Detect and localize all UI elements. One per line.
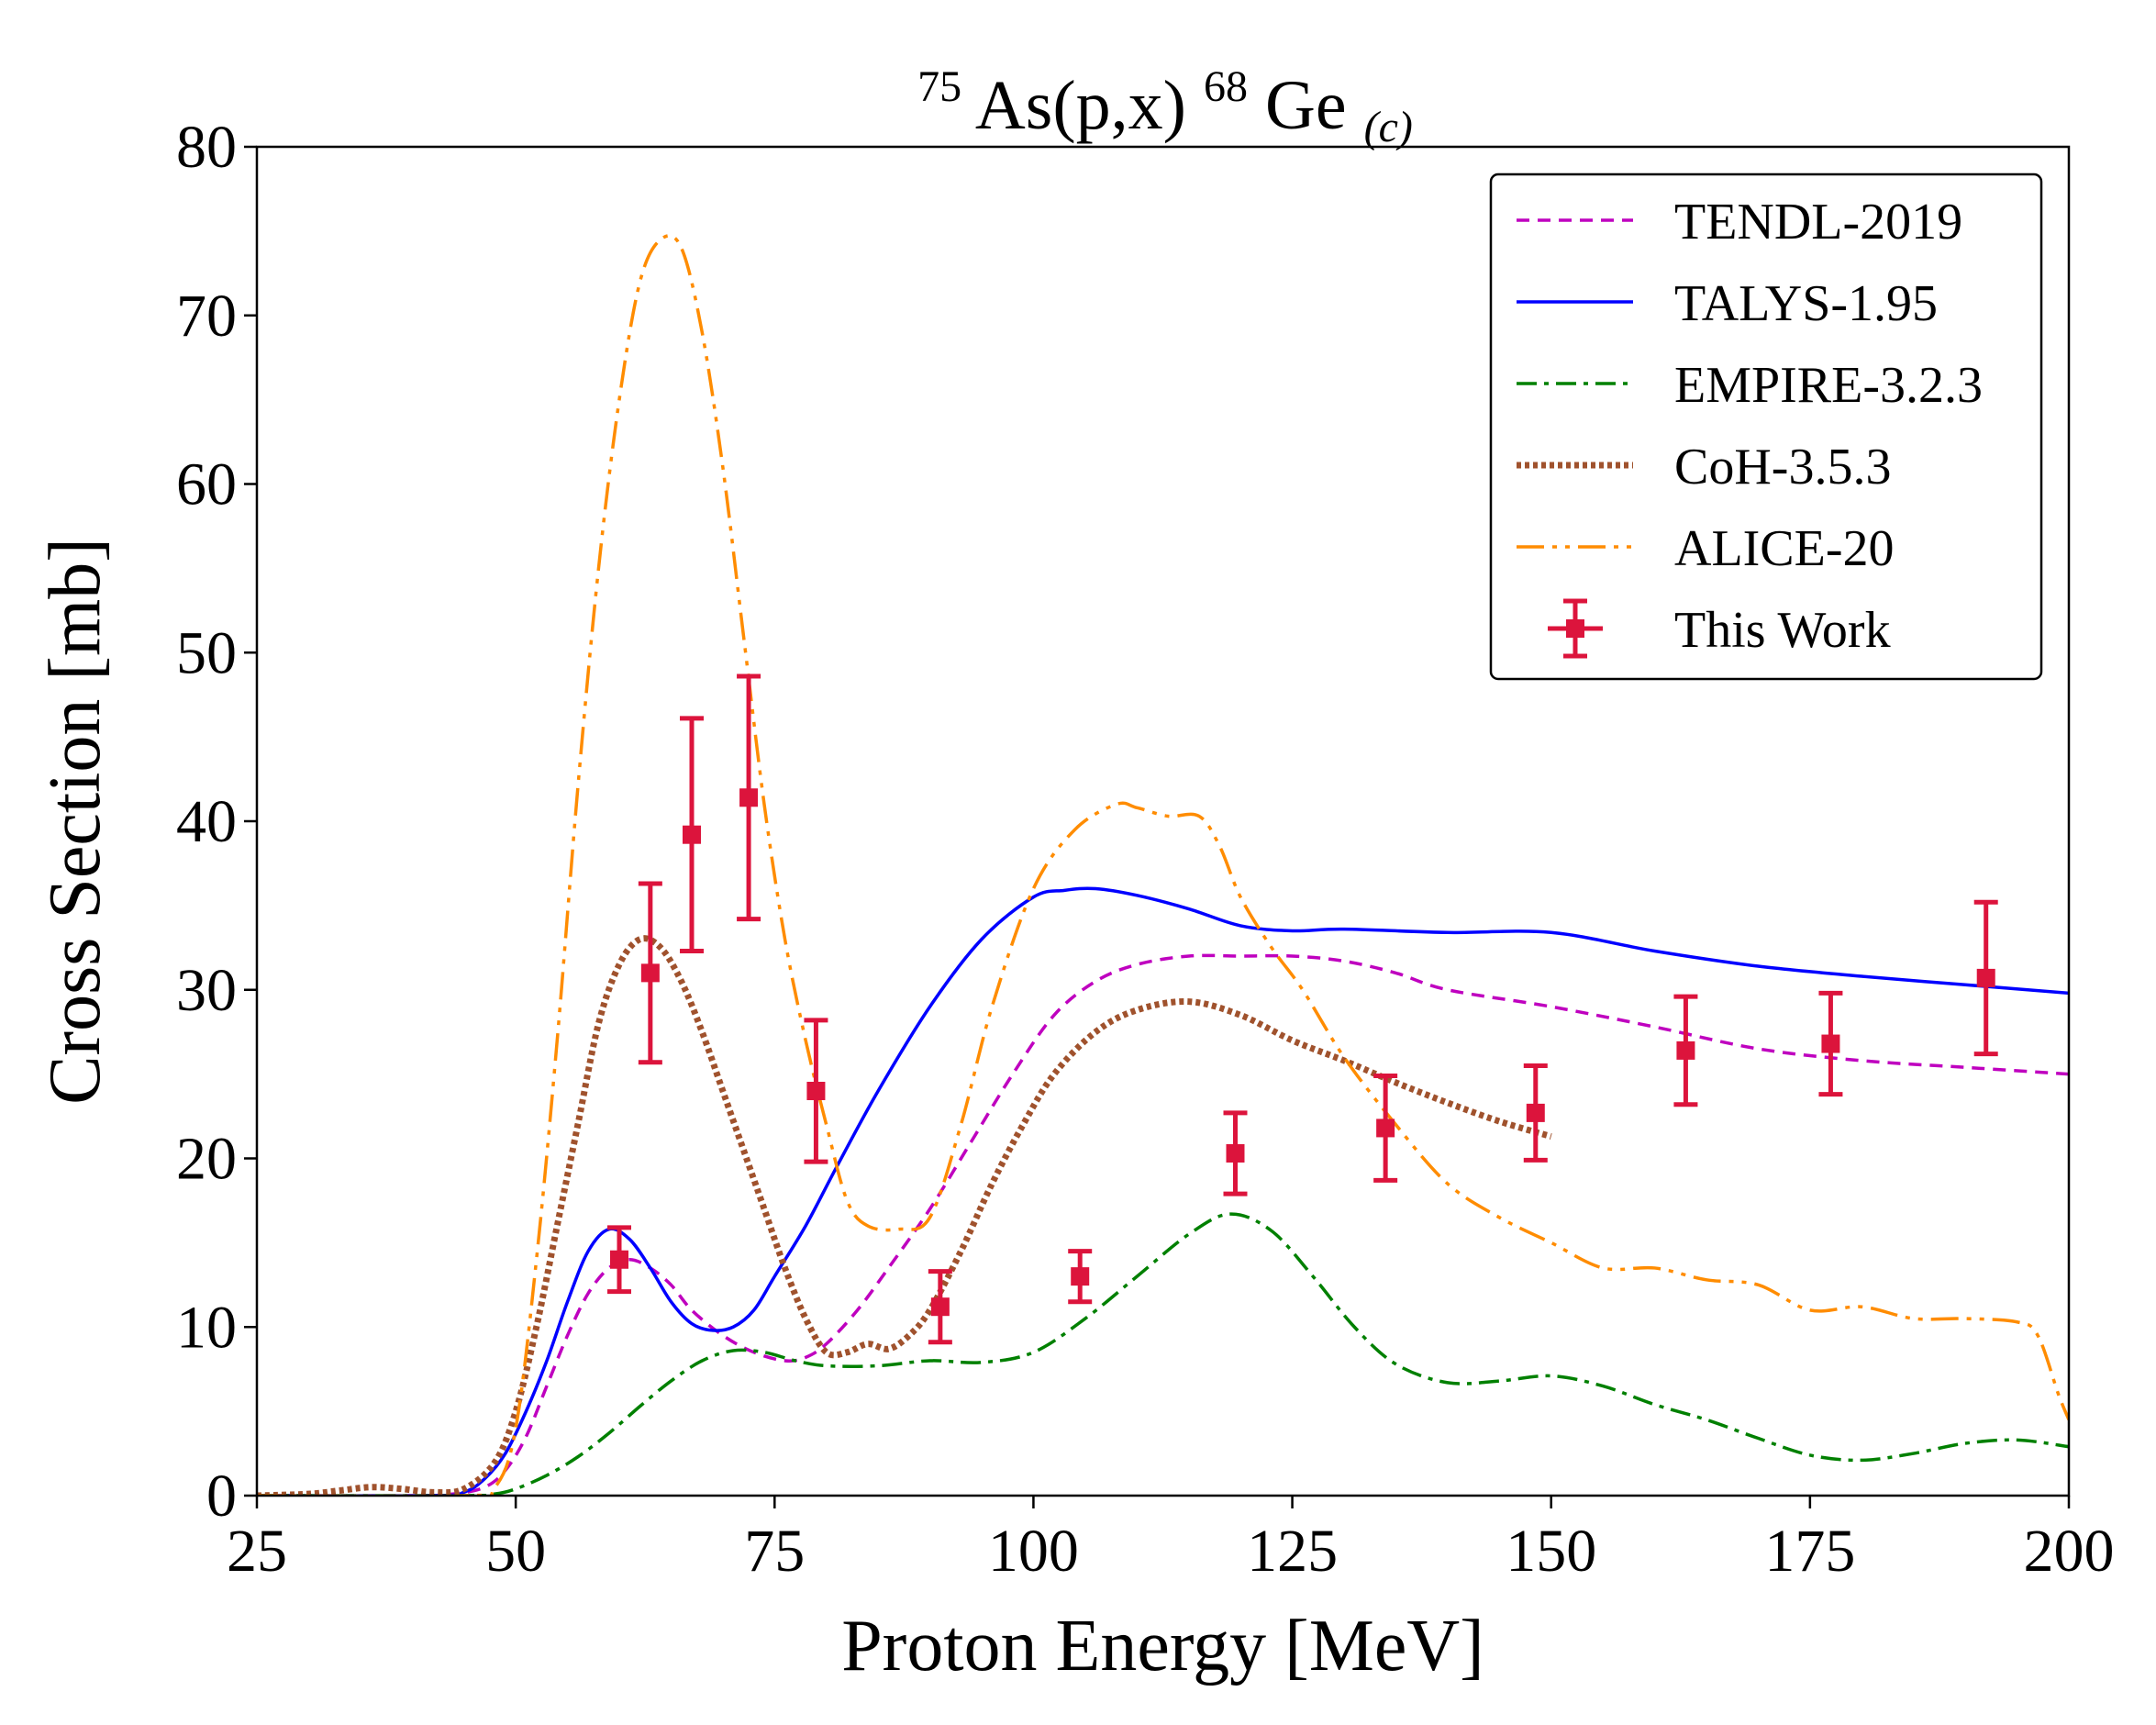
y-tick-label: 70 <box>176 283 237 350</box>
marker-square <box>1071 1267 1090 1286</box>
data-point-this-work <box>1523 1063 1548 1163</box>
title-product-mass: 68 <box>1204 62 1248 111</box>
y-axis-label: Cross Section [mb] <box>35 538 116 1105</box>
series-line-tendl-2019 <box>257 953 2069 1496</box>
marker-square <box>739 788 759 807</box>
series-line-empire-3-2-3 <box>257 1212 2069 1496</box>
data-point-this-work <box>1673 994 1698 1107</box>
marker-square <box>1676 1041 1695 1060</box>
legend-label-coh-3-5-3: CoH-3.5.3 <box>1674 439 1891 495</box>
y-tick-label: 50 <box>176 619 237 686</box>
experimental-points-layer <box>607 673 1998 1345</box>
y-axis-ticks: 0 10 20 30 40 50 60 70 80 <box>176 114 257 1530</box>
x-tick-label: 50 <box>485 1518 546 1585</box>
legend-marker <box>1566 619 1584 638</box>
data-point-this-work <box>1818 990 1843 1097</box>
x-axis-label: Proton Energy [MeV] <box>841 1606 1484 1686</box>
y-tick-label: 40 <box>176 788 237 855</box>
data-point-this-work <box>804 1018 828 1164</box>
data-point-this-work <box>607 1225 631 1295</box>
y-tick-label: 20 <box>176 1126 237 1193</box>
legend-items: TENDL-2019 TALYS-1.95 EMPIRE-3.2.3 CoH-3.5.… <box>1517 194 1983 659</box>
x-tick-label: 25 <box>227 1518 287 1585</box>
marker-square <box>683 825 701 844</box>
x-tick-label: 75 <box>744 1518 805 1585</box>
data-point-this-work <box>737 673 761 922</box>
legend-label-empire-3-2-3: EMPIRE-3.2.3 <box>1674 357 1983 414</box>
legend-label-tendl-2019: TENDL-2019 <box>1674 194 1962 250</box>
x-axis-ticks: 25 50 75 100 125 150 175 200 <box>227 1496 2115 1585</box>
legend-label-alice-20: ALICE-20 <box>1674 520 1895 577</box>
series-line-coh-3-5-3 <box>257 935 1552 1496</box>
marker-square <box>1976 968 1995 987</box>
x-tick-label: 200 <box>2024 1518 2115 1585</box>
title-mass-number: 75 <box>917 62 961 111</box>
data-point-this-work <box>638 881 662 1065</box>
legend: TENDL-2019 TALYS-1.95 EMPIRE-3.2.3 CoH-3.5.… <box>1489 172 2043 681</box>
y-tick-label: 10 <box>176 1294 237 1361</box>
chart-title: 75 As(p,x) 68 Ge (c) <box>917 39 1413 151</box>
marker-square <box>806 1082 826 1100</box>
marker-square <box>930 1297 950 1317</box>
marker-square <box>610 1250 628 1269</box>
legend-label-this-work: This Work <box>1674 602 1891 659</box>
series-line-alice-20 <box>257 234 2069 1496</box>
data-point-this-work <box>1223 1110 1248 1196</box>
title-cumulative: (c) <box>1364 103 1413 151</box>
y-tick-label: 80 <box>176 114 237 181</box>
x-tick-label: 175 <box>1764 1518 1855 1585</box>
data-point-this-work <box>1373 1073 1398 1183</box>
marker-square <box>1226 1143 1245 1163</box>
marker-square <box>1376 1118 1395 1138</box>
x-tick-label: 125 <box>1247 1518 1338 1585</box>
marker-square <box>1526 1103 1545 1122</box>
data-point-this-work <box>1068 1249 1093 1305</box>
title-element: Ge <box>1265 67 1347 144</box>
data-point-this-work <box>1973 899 1998 1057</box>
x-tick-label: 150 <box>1506 1518 1596 1585</box>
y-tick-label: 60 <box>176 451 237 518</box>
legend-swatch-this-work <box>1548 598 1603 659</box>
legend-label-talys-1-95: TALYS-1.95 <box>1674 275 1938 332</box>
y-tick-label: 0 <box>206 1463 237 1530</box>
marker-square <box>640 963 660 983</box>
series-line-talys-1-95 <box>257 886 2069 1496</box>
title-reaction: As(p,x) <box>975 67 1186 144</box>
data-point-this-work <box>680 716 704 953</box>
series-layer <box>257 234 2069 1496</box>
y-tick-label: 30 <box>176 957 237 1024</box>
marker-square <box>1821 1034 1840 1053</box>
data-point-this-work <box>928 1269 952 1345</box>
x-tick-label: 100 <box>988 1518 1079 1585</box>
